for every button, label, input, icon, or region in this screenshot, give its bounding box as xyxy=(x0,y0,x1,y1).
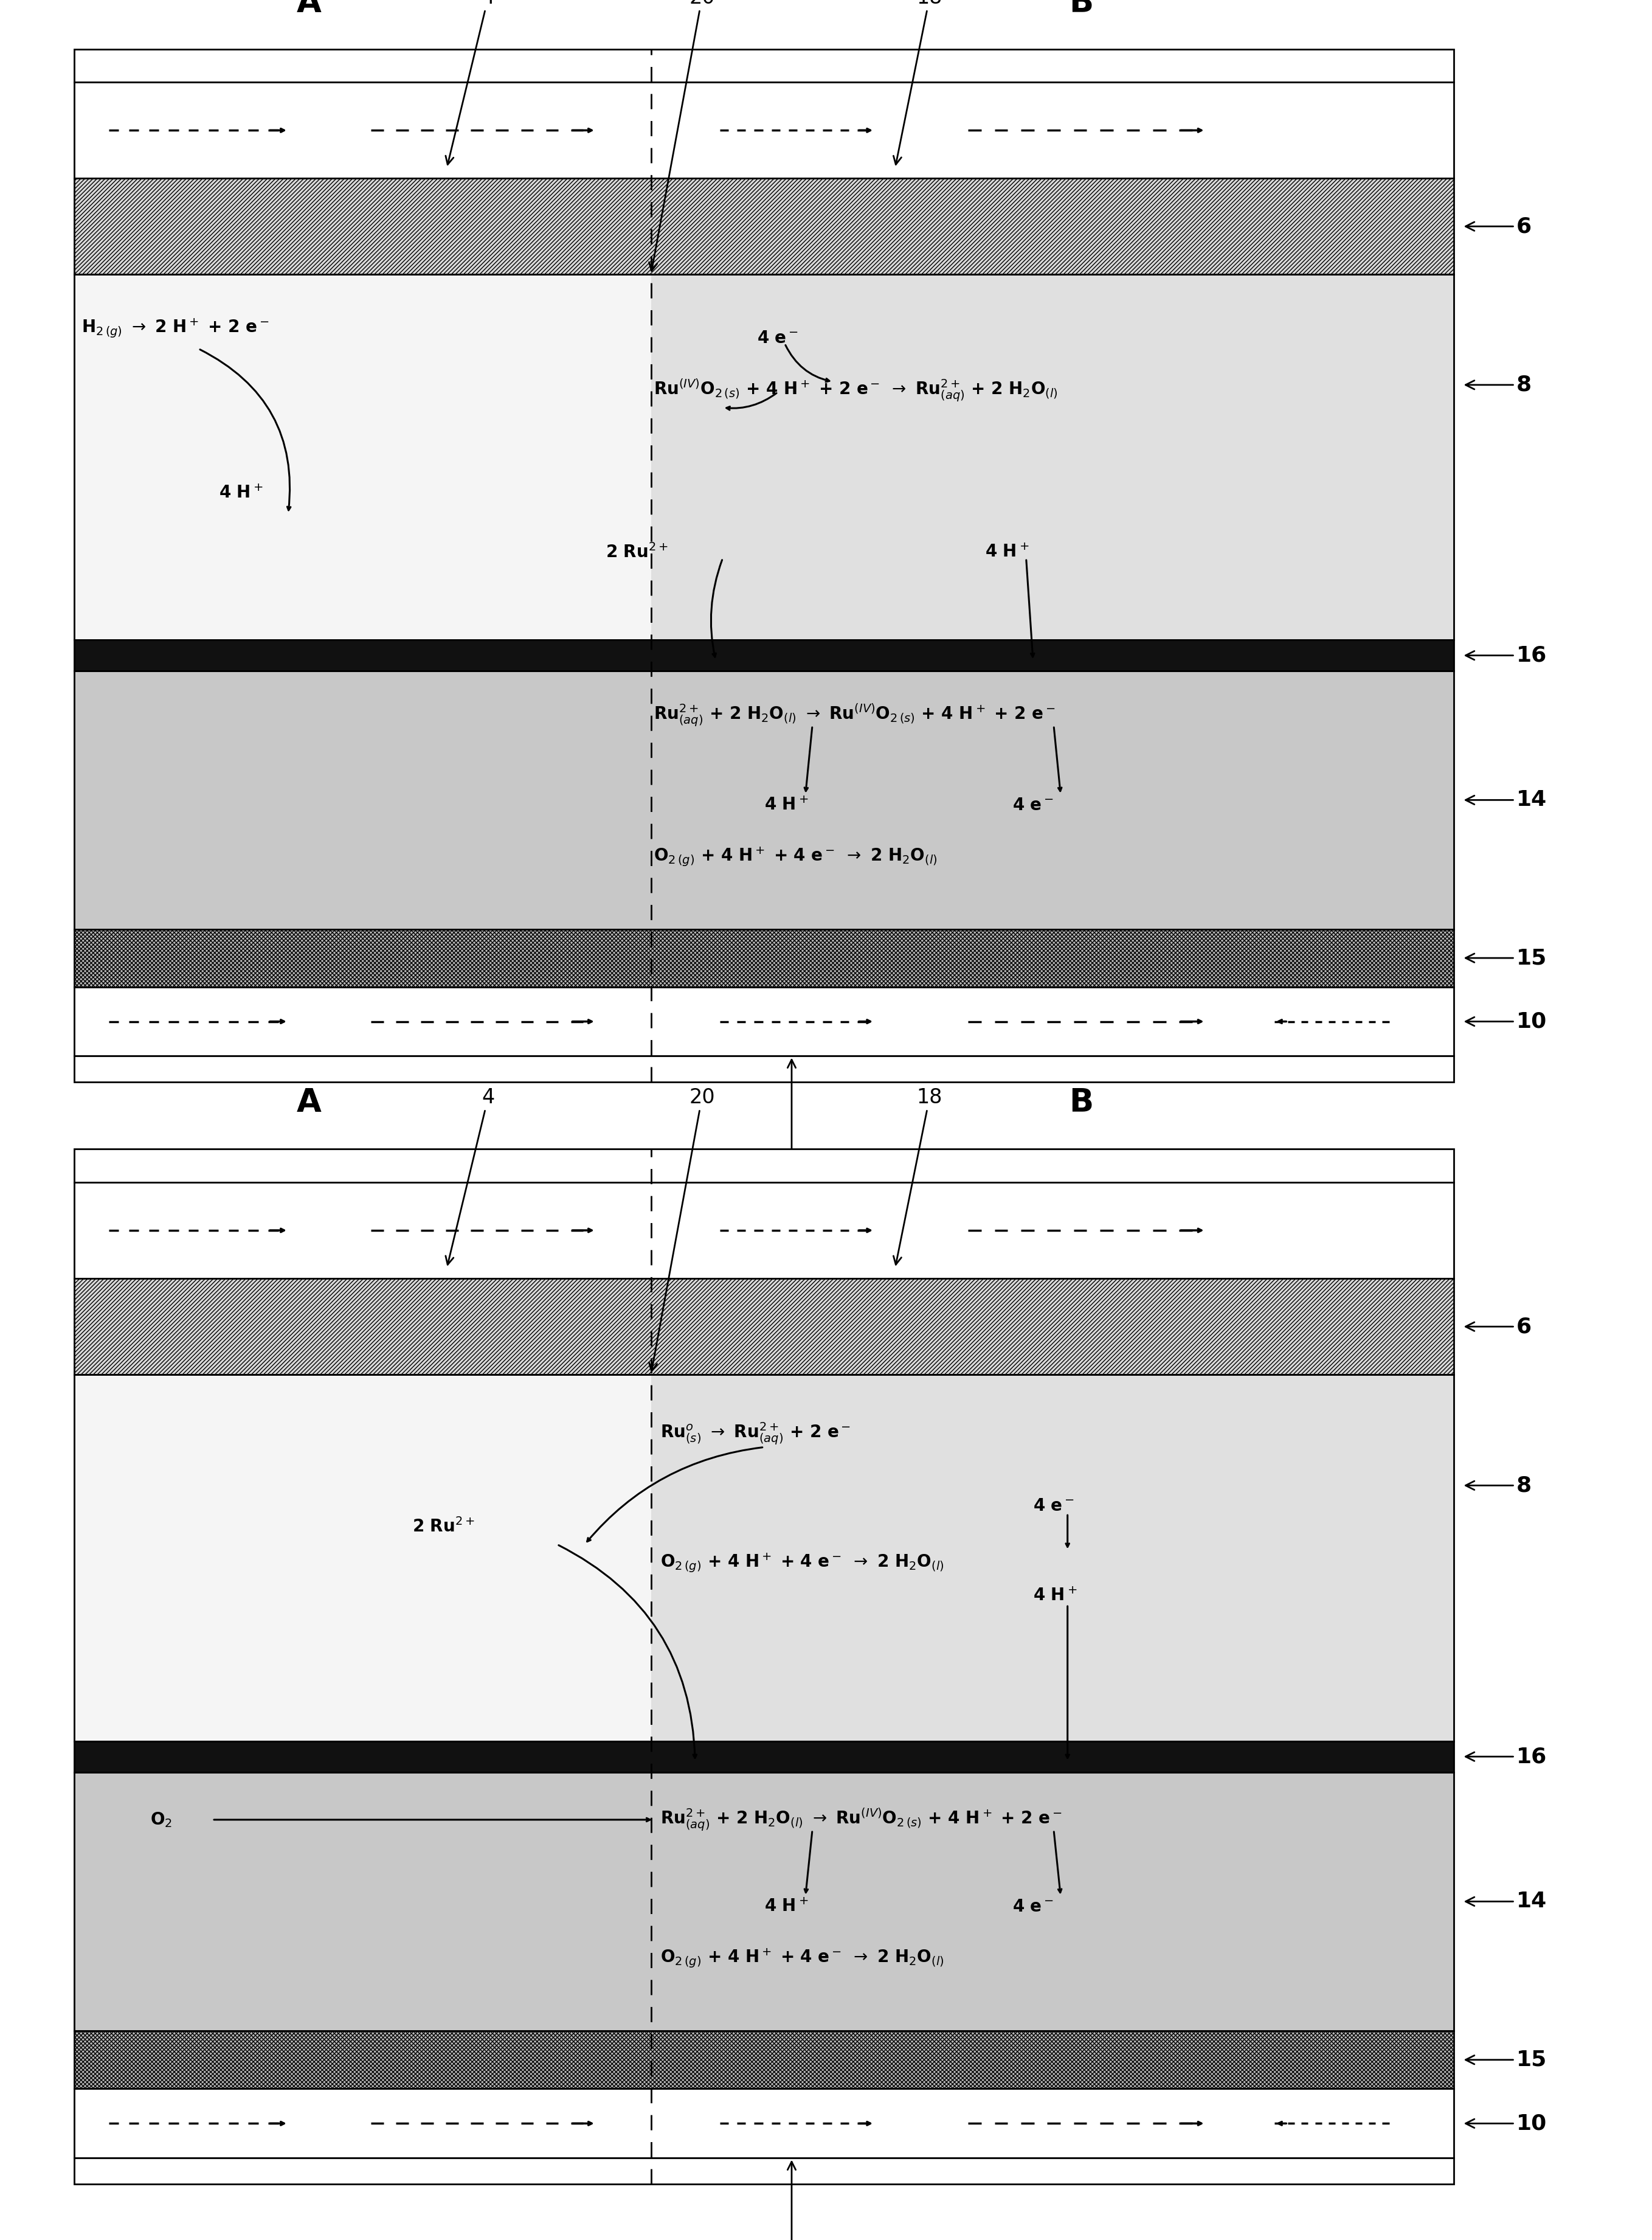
Bar xyxy=(74,2032,1454,2088)
Bar xyxy=(74,1740,1454,1772)
Text: A: A xyxy=(296,0,320,18)
Text: 8: 8 xyxy=(1465,1476,1531,1496)
Text: 18: 18 xyxy=(778,2162,805,2240)
Text: 14: 14 xyxy=(1465,1891,1546,1911)
Text: 18: 18 xyxy=(778,1060,805,1174)
Text: B: B xyxy=(1069,1086,1094,1118)
Bar xyxy=(74,273,651,641)
Text: Ru$^{2+}_{(aq)}$ + 2 H$_2$O$_{(l)}$ $\rightarrow$ Ru$^{(IV)}$O$_{2\,(s)}$ + 4 H$: Ru$^{2+}_{(aq)}$ + 2 H$_2$O$_{(l)}$ $\ri… xyxy=(654,703,1056,728)
Text: 16: 16 xyxy=(1465,645,1546,665)
Text: 4: 4 xyxy=(446,1086,494,1266)
Bar xyxy=(74,2088,1454,2157)
Bar xyxy=(74,1149,1454,1183)
Text: 4 H$^+$: 4 H$^+$ xyxy=(1032,1588,1077,1604)
Text: 6: 6 xyxy=(1465,1317,1531,1337)
Bar xyxy=(651,1772,1454,2032)
Bar xyxy=(74,672,1454,930)
Text: O$_2$: O$_2$ xyxy=(150,1810,172,1828)
Text: 20: 20 xyxy=(649,1086,715,1371)
Text: 14: 14 xyxy=(1465,791,1546,811)
Bar xyxy=(74,1772,1454,2032)
Text: 10: 10 xyxy=(1465,2112,1546,2135)
Bar xyxy=(74,641,1454,672)
Text: 4 e$^-$: 4 e$^-$ xyxy=(1032,1499,1074,1514)
Text: 4 e$^-$: 4 e$^-$ xyxy=(757,329,798,347)
Text: 8: 8 xyxy=(1465,374,1531,394)
Text: 20: 20 xyxy=(649,0,715,271)
Text: 15: 15 xyxy=(1465,948,1546,968)
Text: 2 Ru$^{2+}$: 2 Ru$^{2+}$ xyxy=(605,542,667,562)
Text: 4 H$^+$: 4 H$^+$ xyxy=(985,544,1029,560)
Text: 6: 6 xyxy=(1465,215,1531,237)
Bar xyxy=(74,1772,651,2032)
Text: 2 Ru$^{2+}$: 2 Ru$^{2+}$ xyxy=(413,1519,474,1537)
Text: 18: 18 xyxy=(894,0,942,164)
Text: 18: 18 xyxy=(894,1086,942,1266)
Bar xyxy=(74,1055,1454,1082)
Bar xyxy=(651,672,1454,930)
Text: 4 H$^+$: 4 H$^+$ xyxy=(763,1897,808,1915)
Bar xyxy=(74,83,1454,179)
Bar xyxy=(74,988,1454,1055)
Text: 4 e$^-$: 4 e$^-$ xyxy=(1013,797,1054,813)
Bar xyxy=(651,273,1454,641)
Bar xyxy=(74,930,1454,988)
Text: 4 e$^-$: 4 e$^-$ xyxy=(1013,1897,1054,1915)
Bar xyxy=(74,49,1454,83)
Text: O$_{2\,(g)}$ + 4 H$^+$ + 4 e$^-$ $\rightarrow$ 2 H$_2$O$_{(l)}$: O$_{2\,(g)}$ + 4 H$^+$ + 4 e$^-$ $\right… xyxy=(654,847,937,867)
Text: O$_{2\,(g)}$ + 4 H$^+$ + 4 e$^-$ $\rightarrow$ 2 H$_2$O$_{(l)}$: O$_{2\,(g)}$ + 4 H$^+$ + 4 e$^-$ $\right… xyxy=(661,1552,945,1575)
Text: Ru$^o_{(s)}$ $\rightarrow$ Ru$^{2+}_{(aq)}$ + 2 e$^-$: Ru$^o_{(s)}$ $\rightarrow$ Ru$^{2+}_{(aq… xyxy=(661,1420,851,1447)
Text: A: A xyxy=(296,1086,320,1118)
Text: O$_{2\,(g)}$ + 4 H$^+$ + 4 e$^-$ $\rightarrow$ 2 H$_2$O$_{(l)}$: O$_{2\,(g)}$ + 4 H$^+$ + 4 e$^-$ $\right… xyxy=(661,1947,945,1969)
Text: 10: 10 xyxy=(1465,1010,1546,1033)
Text: B: B xyxy=(1069,0,1094,18)
Bar xyxy=(74,1375,1454,1740)
Bar xyxy=(74,1183,1454,1279)
Text: H$_{2\,(g)}$ $\rightarrow$ 2 H$^+$ + 2 e$^-$: H$_{2\,(g)}$ $\rightarrow$ 2 H$^+$ + 2 e… xyxy=(81,318,269,338)
Text: 16: 16 xyxy=(1465,1747,1546,1767)
Text: Ru$^{2+}_{(aq)}$ + 2 H$_2$O$_{(l)}$ $\rightarrow$ Ru$^{(IV)}$O$_{2\,(s)}$ + 4 H$: Ru$^{2+}_{(aq)}$ + 2 H$_2$O$_{(l)}$ $\ri… xyxy=(661,1808,1062,1832)
Bar xyxy=(74,1279,1454,1375)
Text: 4: 4 xyxy=(446,0,494,164)
Text: 15: 15 xyxy=(1465,2050,1546,2070)
Bar xyxy=(74,2157,1454,2184)
Bar xyxy=(74,672,651,930)
Text: 4 H$^+$: 4 H$^+$ xyxy=(220,484,263,502)
Bar xyxy=(74,273,1454,641)
Text: Ru$^{(IV)}$O$_{2\,(s)}$ + 4 H$^+$ + 2 e$^-$ $\rightarrow$ Ru$^{2+}_{(aq)}$ + 2 H: Ru$^{(IV)}$O$_{2\,(s)}$ + 4 H$^+$ + 2 e$… xyxy=(654,376,1057,403)
Bar xyxy=(74,1375,651,1740)
Bar xyxy=(651,1375,1454,1740)
Text: 4 H$^+$: 4 H$^+$ xyxy=(763,797,808,813)
Bar xyxy=(74,179,1454,273)
